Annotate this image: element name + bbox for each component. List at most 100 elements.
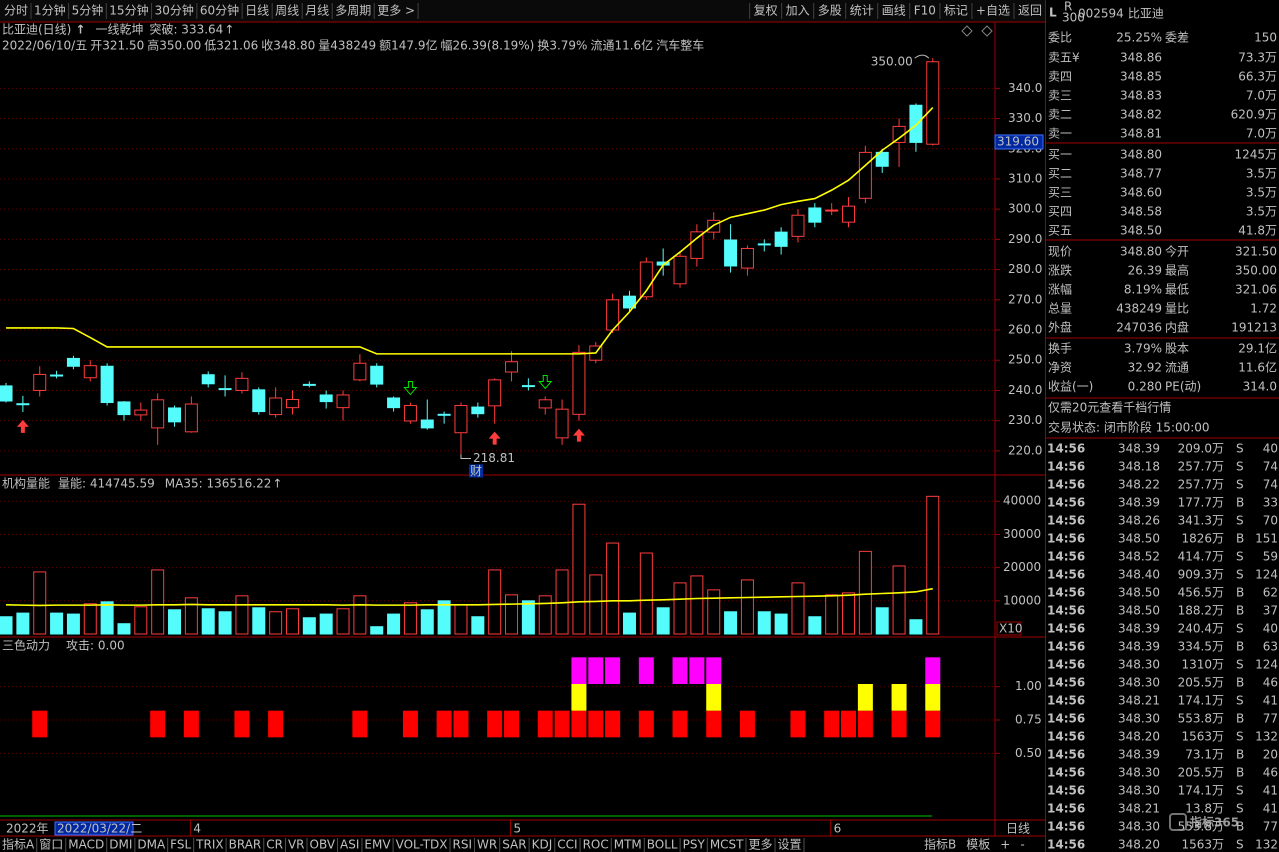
indicator-tab[interactable]: ROC [583,838,609,852]
candle-body [319,394,333,403]
event-marker[interactable]: 财 [470,464,482,478]
indicator-tab[interactable]: 指标B [924,837,956,852]
signal-block [706,710,722,738]
signal-block [605,710,621,738]
indicator-tab[interactable]: VOL-TDX [396,838,448,852]
indicator-tab[interactable]: BOLL [647,838,678,852]
indicator-tab[interactable]: FSL [170,838,191,852]
toolbar-button[interactable]: 返回 [1018,4,1042,18]
toolbar-tab[interactable]: 60分钟 [200,3,239,18]
volume-bar [606,542,620,635]
trade-count: 41 [1263,784,1278,798]
legend-entry: MA35: 136516.22 [165,477,272,491]
high-pointer [914,54,930,59]
indicator-tab[interactable]: DMA [137,838,166,852]
toolbar-tab[interactable]: 30分钟 [155,3,194,18]
promo-link[interactable]: 仅需20元查看千档行情 [1048,401,1171,415]
indicator-tab[interactable]: CCI [557,838,577,852]
indicator-tab[interactable]: VR [288,838,305,852]
candle-body [285,398,299,409]
order-volume: 73.3万 [1238,51,1277,65]
indicator-tab[interactable]: BRAR [229,838,262,852]
info-item: 高 [147,38,159,53]
trade-volume: 73.1万 [1185,748,1224,762]
indicator-tab[interactable]: CR [266,838,283,852]
trade-time: 14:56 [1047,442,1085,456]
panel-icons[interactable] [961,25,993,37]
indicator-tab[interactable]: ASI [340,838,359,852]
toolbar-tab[interactable]: 分时 [4,4,28,18]
indicator-tab[interactable]: + [1000,838,1010,852]
y-tick-label: 20000 [1003,560,1041,574]
toolbar-button[interactable]: 标记 [944,4,968,18]
stat-value: 321.06 [1235,283,1277,297]
toolbar-button[interactable]: 复权 [754,4,778,18]
order-price: 348.58 [1120,205,1162,219]
order-label: 卖五¥ [1048,51,1080,65]
toolbar-button[interactable]: 统计 [850,4,874,18]
trade-count: 151 [1255,532,1278,546]
candle-body [875,151,889,167]
trade-time: 14:56 [1047,712,1085,726]
trade-volume: 257.7万 [1178,478,1224,492]
indicator-tab[interactable]: 指标A [2,837,35,852]
low-label: 218.81 [473,451,515,465]
trade-side: B [1236,532,1244,546]
candle-body [488,379,502,407]
signal-block [706,657,722,684]
y-tick-label: 220.0 [1008,443,1042,457]
order-volume: 66.3万 [1238,70,1277,84]
toolbar-button[interactable]: 多股 [818,4,842,18]
indicator-tab[interactable]: 模板 [966,838,990,852]
candle-body [302,383,316,386]
volume-bar [572,503,586,635]
indicator-tab[interactable]: KDJ [532,838,553,852]
indicator-tab[interactable]: DMI [109,838,132,852]
trade-volume: 257.7万 [1178,460,1224,474]
y-tick-label: 0.75 [1015,713,1042,727]
indicator-tab[interactable]: TRIX [195,838,223,852]
x-axis-year: 2022年 [6,822,49,836]
indicator-tab[interactable]: 窗口 [39,838,63,852]
quote-label: 委比 [1048,31,1072,45]
stat-value: 348.80 [1120,245,1162,259]
stock-name: 比亚迪 [1128,7,1164,21]
stat-value: 29.1亿 [1238,341,1277,356]
info-item: 收 [261,39,273,53]
order-label: 买二 [1048,167,1072,181]
toolbar-button[interactable]: +自选 [976,4,1010,18]
candle-body [184,403,198,433]
candle-body [218,388,232,391]
trade-price: 348.26 [1118,514,1160,528]
indicator-tab[interactable]: EMV [364,838,391,852]
trade-count: 132 [1255,838,1278,852]
toolbar-tab[interactable]: 更多 > [377,4,415,18]
order-price: 348.82 [1120,108,1162,122]
indicator-tab[interactable]: - [1020,838,1024,852]
trade-count: 37 [1263,604,1278,618]
trade-side: S [1236,658,1244,672]
indicator-tab[interactable]: 更多 [749,838,773,852]
toolbar-tab[interactable]: 日线 [245,4,269,18]
toolbar-tab[interactable]: 1分钟 [34,3,66,18]
indicator-tab[interactable]: MCST [710,838,744,852]
indicator-tab[interactable]: MACD [68,838,104,852]
toolbar-tab[interactable]: 周线 [275,4,299,18]
indicator-tab[interactable]: WR [477,838,497,852]
scale-note: X10 [999,622,1023,636]
toolbar-button[interactable]: F10 [914,4,936,18]
trade-price: 348.50 [1118,586,1160,600]
toolbar-tab[interactable]: 5分钟 [72,3,104,18]
indicator-tab[interactable]: OBV [310,838,336,852]
toolbar-button[interactable]: 画线 [882,4,906,18]
toolbar-button[interactable]: 加入 [786,4,810,18]
toolbar-tab[interactable]: 月线 [305,4,329,18]
indicator-tab[interactable]: 设置 [778,838,802,852]
toolbar-tab[interactable]: 15分钟 [109,3,148,18]
indicator-tab[interactable]: RSI [453,838,473,852]
stat-label: 总量 [1048,302,1072,316]
toolbar-tab[interactable]: 多周期 [335,4,371,18]
indicator-tab[interactable]: PSY [683,838,706,852]
indicator-tab[interactable]: MTM [614,838,642,852]
indicator-tab[interactable]: SAR [502,838,526,852]
